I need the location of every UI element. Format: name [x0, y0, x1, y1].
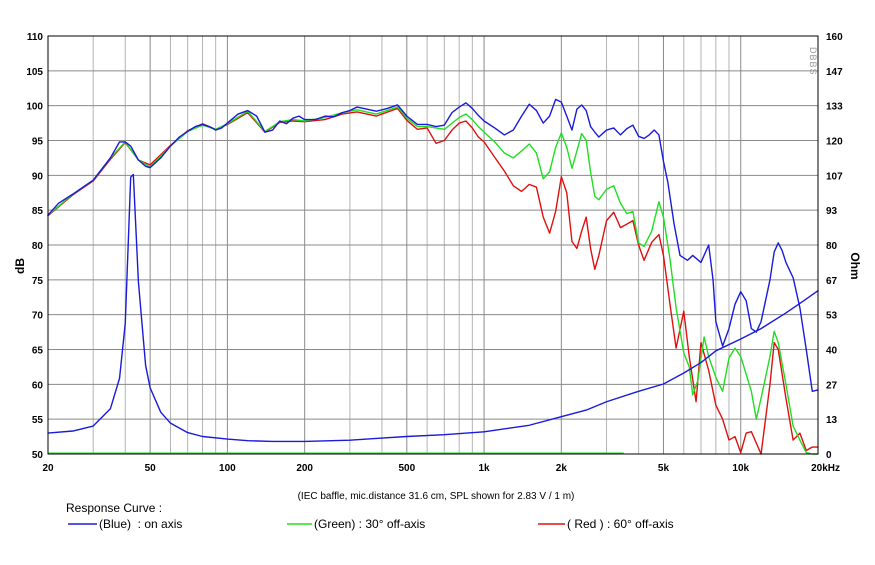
watermark: DBBS	[808, 47, 818, 76]
y-tick-label: 75	[32, 276, 44, 287]
y2-tick-label: 147	[826, 67, 843, 78]
y2-tick-label: 93	[826, 206, 838, 217]
legend-label-green: (Green) : 30° off-axis	[314, 517, 425, 531]
y2-tick-label: 67	[826, 276, 838, 287]
y-axis-label: dB	[13, 258, 27, 274]
measurement-note: (IEC baffle, mic.distance 31.6 cm, SPL s…	[298, 491, 575, 502]
x-tick-label: 20	[42, 463, 54, 474]
y2-tick-label: 0	[826, 450, 832, 461]
y-tick-label: 55	[32, 415, 44, 426]
y-tick-label: 80	[32, 241, 44, 252]
series-on-axis-line	[47, 98, 819, 392]
legend-label-blue: (Blue) : on axis	[99, 517, 182, 531]
axis-labels: 110 105 100 95 90 85 80 75 70 65 60 55 50 160 147 133 12…	[26, 32, 843, 474]
y2-tick-label: 13	[826, 415, 838, 426]
y-tick-label: 95	[32, 137, 44, 148]
y-tick-label: 100	[26, 102, 43, 113]
x-tick-label: 5k	[658, 463, 670, 474]
y2-tick-label: 120	[826, 137, 843, 148]
y-tick-label: 60	[32, 380, 44, 391]
y-tick-label: 85	[32, 206, 44, 217]
x-tick-label: 50	[145, 463, 157, 474]
x-tick-label: 20kHz	[811, 463, 840, 474]
y2-tick-label: 160	[826, 32, 843, 43]
y2-tick-label: 107	[826, 171, 843, 182]
x-tick-label: 2k	[556, 463, 568, 474]
y-tick-label: 110	[27, 32, 44, 43]
series-impedance-line	[47, 173, 819, 443]
series-layer	[47, 98, 819, 455]
x-tick-label: 100	[219, 463, 236, 474]
x-tick-label: 200	[296, 463, 313, 474]
x-tick-label: 1k	[479, 463, 491, 474]
y2-axis-label: Ohm	[848, 252, 862, 279]
grid-lines	[48, 36, 818, 454]
legend-label-red: ( Red ) : 60° off-axis	[567, 517, 674, 531]
y-tick-label: 65	[32, 346, 44, 357]
y-tick-label: 50	[32, 450, 44, 461]
x-tick-label: 10k	[732, 463, 749, 474]
legend-title: Response Curve :	[66, 501, 162, 515]
y2-tick-label: 133	[826, 102, 843, 113]
plot-frame	[47, 35, 819, 455]
y2-tick-label: 40	[826, 346, 838, 357]
y-tick-label: 90	[32, 171, 44, 182]
y2-tick-label: 53	[826, 311, 838, 322]
y2-tick-label: 80	[826, 241, 838, 252]
y-tick-label: 105	[26, 67, 43, 78]
x-tick-label: 500	[398, 463, 415, 474]
y2-tick-label: 27	[826, 380, 838, 391]
y-tick-label: 70	[32, 311, 44, 322]
